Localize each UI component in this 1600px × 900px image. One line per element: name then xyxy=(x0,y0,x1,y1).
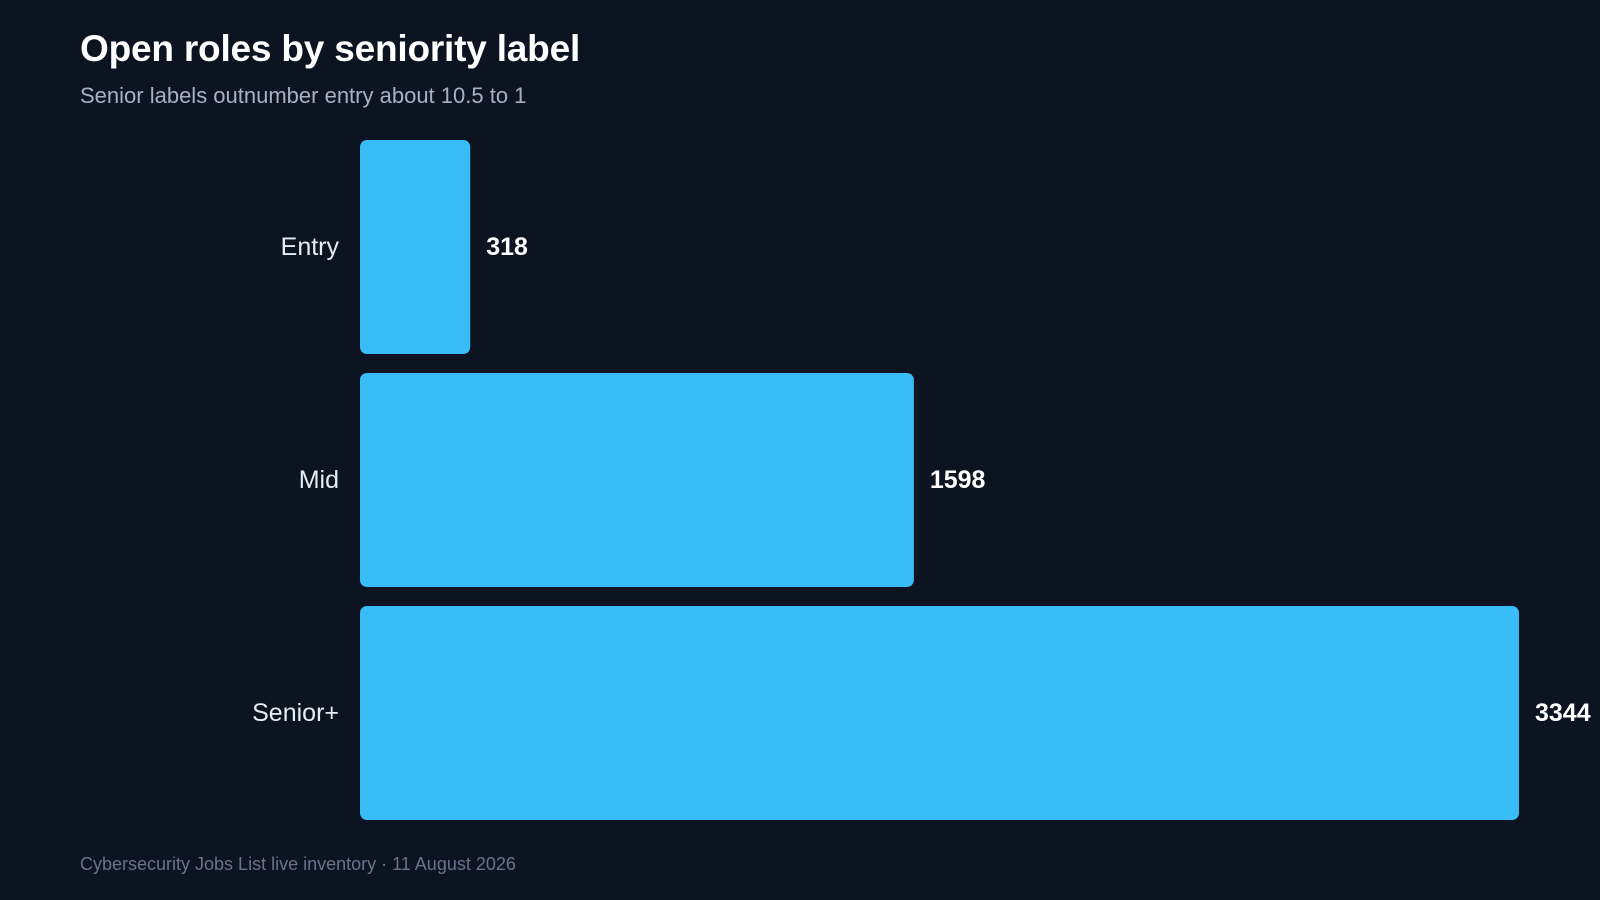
chart-subtitle: Senior labels outnumber entry about 10.5… xyxy=(80,83,527,108)
value-label: 3344 xyxy=(1535,699,1591,727)
bar-entry xyxy=(360,140,471,354)
category-label: Entry xyxy=(281,233,340,261)
category-label: Senior+ xyxy=(252,699,339,727)
bar-mid xyxy=(360,373,914,587)
value-label: 1598 xyxy=(930,466,986,494)
source-footnote: Cybersecurity Jobs List live inventory ·… xyxy=(80,854,516,874)
category-label: Mid xyxy=(299,466,339,494)
chart-title: Open roles by seniority label xyxy=(80,28,581,69)
value-label: 318 xyxy=(486,233,528,261)
bar-senior xyxy=(360,606,1519,820)
